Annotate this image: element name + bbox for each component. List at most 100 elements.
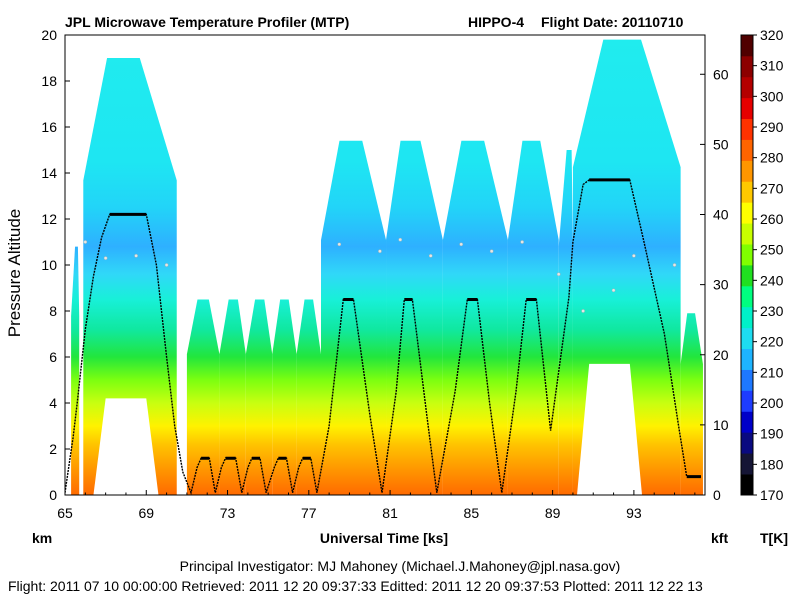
tropopause-point-2 bbox=[134, 253, 138, 258]
colorbar-tick-label-14: 310 bbox=[760, 58, 784, 74]
y2-tick-label-2: 20 bbox=[713, 347, 729, 363]
x-tick-label-7: 93 bbox=[626, 505, 642, 521]
x-axis-label: Universal Time [ks] bbox=[320, 530, 448, 546]
colorbar-tick-label-15: 320 bbox=[760, 27, 784, 43]
y-tick-label-1: 2 bbox=[49, 441, 57, 457]
x-tick-label-6: 89 bbox=[545, 505, 561, 521]
tropopause-point-3 bbox=[164, 263, 169, 267]
tropopause-point-15 bbox=[672, 263, 677, 267]
colorbar-swatch-7 bbox=[741, 327, 753, 350]
y-tick-label-5: 10 bbox=[41, 257, 57, 273]
colorbar-swatch-20 bbox=[741, 55, 753, 78]
y-tick-label-10: 20 bbox=[41, 27, 57, 43]
y-axis-label: Pressure Altitude bbox=[5, 209, 24, 338]
temperature-colorbar bbox=[740, 34, 754, 496]
colorbar-swatch-13 bbox=[741, 202, 753, 224]
plot-area bbox=[65, 39, 703, 495]
colorbar-tick-label-7: 240 bbox=[760, 272, 784, 288]
colorbar-swatch-5 bbox=[741, 369, 753, 391]
tropopause-point-13 bbox=[611, 288, 616, 293]
x-tick-label-3: 77 bbox=[301, 505, 317, 521]
colorbar-swatch-9 bbox=[741, 285, 753, 308]
y-tick-label-2: 4 bbox=[49, 395, 57, 411]
colorbar-tick-label-3: 200 bbox=[760, 395, 784, 411]
colorbar-swatch-21 bbox=[741, 35, 753, 57]
blank-region-1 bbox=[577, 363, 643, 495]
curtain-segment-3 bbox=[219, 299, 246, 495]
blank-region-0 bbox=[93, 398, 159, 495]
colorbar-tick-label-1: 180 bbox=[760, 456, 784, 472]
tropopause-point-14 bbox=[632, 253, 636, 258]
y-tick-label-9: 18 bbox=[41, 73, 57, 89]
curtain-segment-8 bbox=[386, 140, 443, 495]
tropopause-point-7 bbox=[428, 253, 433, 258]
tropopause-point-10 bbox=[520, 240, 524, 244]
colorbar-tick-label-2: 190 bbox=[760, 426, 784, 442]
tropopause-point-11 bbox=[556, 272, 561, 277]
colorbar-swatch-15 bbox=[741, 160, 753, 182]
colorbar-tick-label-6: 230 bbox=[760, 303, 784, 319]
temperature-curtain bbox=[71, 39, 703, 495]
y-axis-ticks: 0 2 4 6 8 10 12 14 16 18 20 bbox=[41, 27, 70, 503]
tropopause-trace bbox=[83, 237, 677, 313]
colorbar-swatch-16 bbox=[741, 139, 753, 161]
curtain-segment-9 bbox=[442, 140, 508, 495]
tropopause-point-9 bbox=[489, 249, 494, 253]
colorbar-swatch-18 bbox=[741, 97, 753, 120]
x-tick-label-5: 85 bbox=[464, 505, 480, 521]
colorbar-swatch-0 bbox=[741, 474, 753, 496]
y2-tick-label-4: 40 bbox=[713, 207, 729, 223]
x-tick-label-4: 81 bbox=[382, 505, 398, 521]
colorbar-ticks: 170 180 190 200 210 220 230 240 250 260 270 280 290 3… bbox=[753, 27, 784, 503]
colorbar-swatch-4 bbox=[741, 390, 753, 412]
colorbar-tick-label-13: 300 bbox=[760, 88, 784, 104]
blank-regions bbox=[93, 363, 643, 495]
y-tick-label-3: 6 bbox=[49, 349, 57, 365]
colorbar-swatch-1 bbox=[741, 453, 753, 475]
tropopause-point-6 bbox=[398, 237, 403, 242]
x-tick-label-1: 69 bbox=[138, 505, 154, 521]
curtain-segment-2 bbox=[186, 299, 220, 495]
y2-tick-label-3: 30 bbox=[713, 277, 729, 293]
curtain-segment-1 bbox=[83, 58, 177, 495]
colorbar-unit-label: T[K] bbox=[760, 530, 788, 546]
y-tick-label-7: 14 bbox=[41, 165, 57, 181]
colorbar-swatch-12 bbox=[741, 223, 753, 245]
y-tick-label-4: 8 bbox=[49, 303, 57, 319]
colorbar-tick-label-12: 290 bbox=[760, 119, 784, 135]
x-tick-label-2: 73 bbox=[220, 505, 236, 521]
colorbar-tick-label-4: 210 bbox=[760, 364, 784, 380]
curtain-segment-10 bbox=[507, 140, 559, 495]
processing-dates-line: Flight: 2011 07 10 00:00:00 Retrieved: 2… bbox=[8, 578, 703, 594]
y-tick-label-6: 12 bbox=[41, 211, 57, 227]
colorbar-swatch-19 bbox=[741, 76, 753, 99]
tropopause-point-5 bbox=[378, 249, 382, 253]
curtain-segment-0 bbox=[71, 246, 80, 495]
colorbar-tick-label-11: 280 bbox=[760, 150, 784, 166]
x-axis-ticks: 65 69 73 77 81 85 89 93 bbox=[57, 490, 696, 521]
colorbar-swatch-6 bbox=[741, 348, 753, 370]
tropopause-point-8 bbox=[459, 242, 463, 247]
curtain-segment-4 bbox=[245, 299, 273, 495]
colorbar-tick-label-8: 250 bbox=[760, 242, 784, 258]
y2-tick-label-0: 0 bbox=[713, 487, 721, 503]
colorbar-tick-label-10: 270 bbox=[760, 180, 784, 196]
x-tick-label-0: 65 bbox=[57, 505, 73, 521]
kft-unit-label: kft bbox=[711, 530, 728, 546]
colorbar-swatch-8 bbox=[741, 306, 753, 329]
principal-investigator-line: Principal Investigator: MJ Mahoney (Mich… bbox=[179, 558, 621, 574]
mission-label: HIPPO-4 bbox=[468, 14, 524, 30]
colorbar-swatch-11 bbox=[741, 244, 753, 266]
y-tick-label-0: 0 bbox=[49, 487, 57, 503]
tropopause-point-4 bbox=[337, 242, 342, 247]
curtain-segment-7 bbox=[321, 140, 387, 495]
y2-tick-label-1: 10 bbox=[713, 417, 729, 433]
colorbar-swatch-3 bbox=[741, 411, 753, 433]
colorbar-swatch-10 bbox=[741, 265, 753, 287]
y-tick-label-8: 16 bbox=[41, 119, 57, 135]
y2-tick-label-6: 60 bbox=[713, 66, 729, 82]
curtain-segment-13 bbox=[680, 313, 703, 495]
colorbar-swatch-14 bbox=[741, 181, 753, 203]
curtain-segment-6 bbox=[296, 299, 321, 495]
colorbar-swatch-2 bbox=[741, 432, 753, 454]
